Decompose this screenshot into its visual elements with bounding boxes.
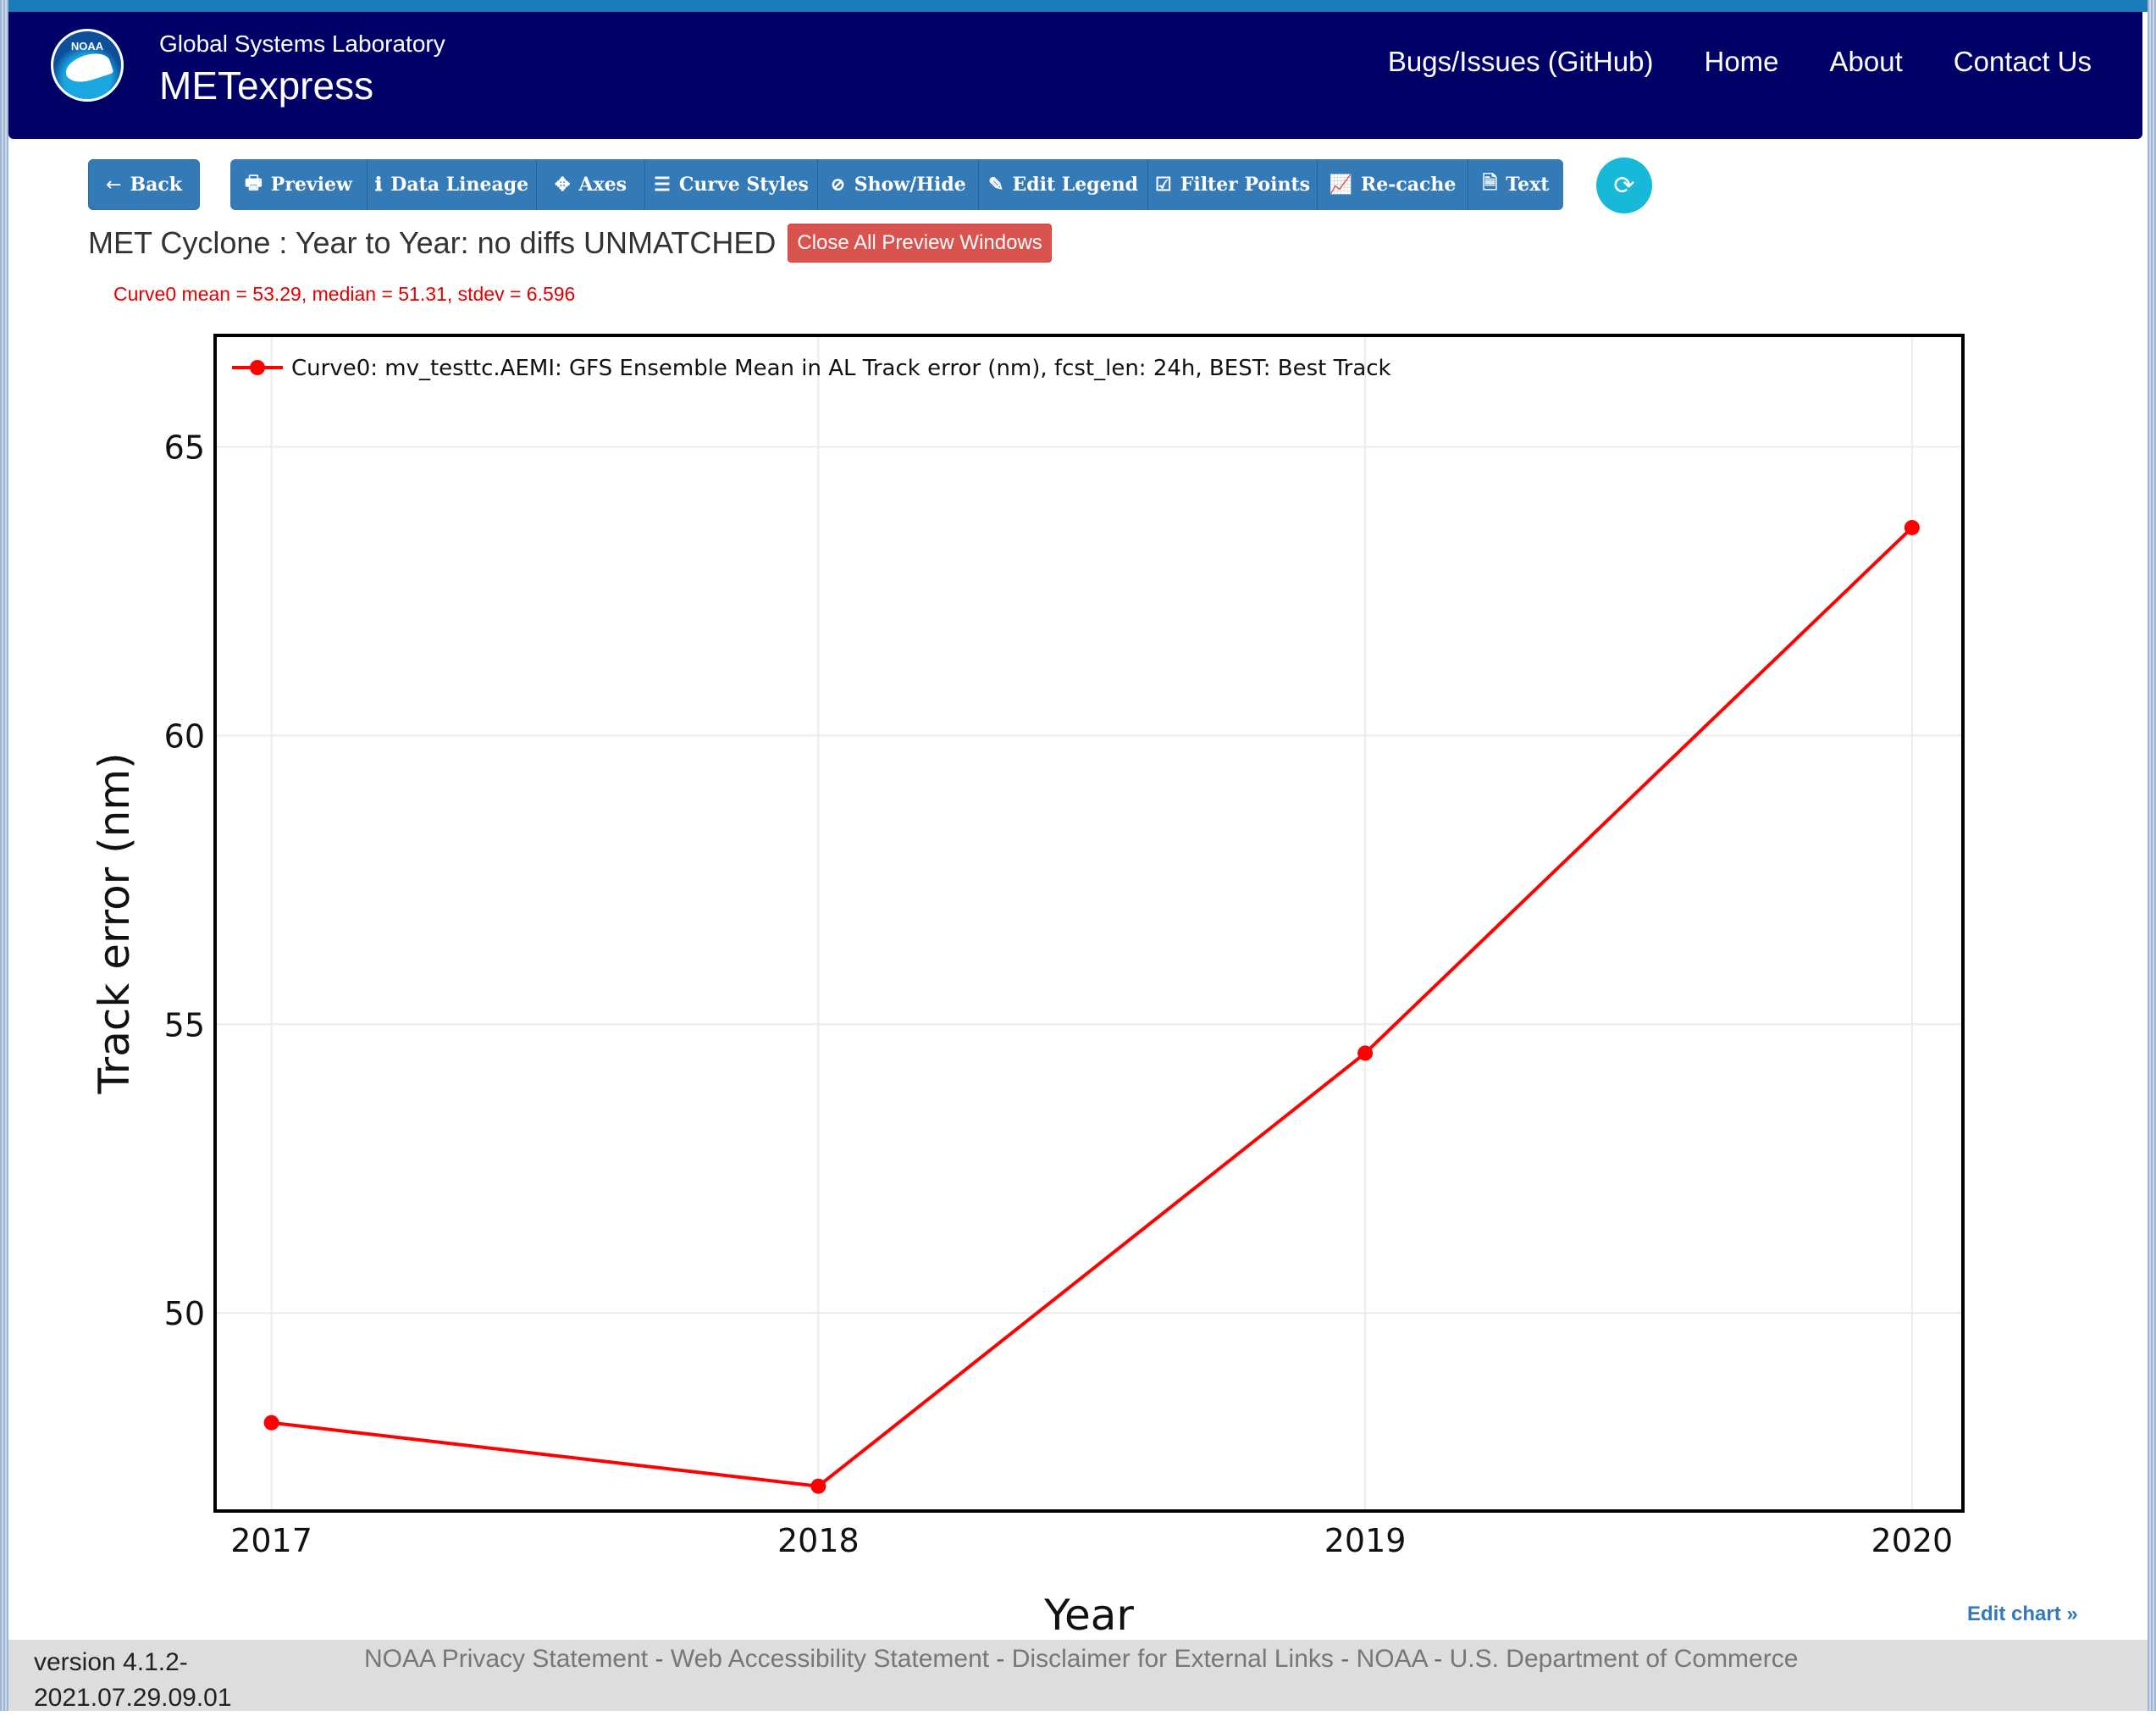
x-axis-label: Year — [1043, 1591, 1134, 1640]
preview-button[interactable]: 🖶 Preview — [230, 159, 368, 210]
axes-button[interactable]: ✥ Axes — [537, 159, 645, 210]
data-point — [1904, 519, 1920, 535]
show-hide-button[interactable]: ⊘ Show/Hide — [818, 159, 979, 210]
line-chart-icon: 📈 — [1329, 174, 1352, 196]
edit-legend-button[interactable]: ✎ Edit Legend — [979, 159, 1148, 210]
refresh-icon: ⟳ — [1613, 171, 1635, 200]
plot-area[interactable] — [213, 334, 1965, 1513]
nav-link-contact[interactable]: Contact Us — [1953, 46, 2092, 77]
nav-links: Bugs/Issues (GitHub) Home About Contact … — [1388, 46, 2092, 78]
edit-chart-link[interactable]: Edit chart » — [1967, 1603, 2078, 1625]
right-border — [2148, 0, 2156, 1711]
data-lineage-button[interactable]: ℹ Data Lineage — [368, 159, 537, 210]
document-icon: 🗎 — [1482, 172, 1498, 194]
y-tick-label: 50 — [164, 1295, 205, 1332]
legend-marker — [250, 360, 265, 375]
org-name: Global Systems Laboratory — [159, 30, 445, 57]
y-tick-label: 60 — [164, 717, 205, 755]
x-tick-label: 2017 — [230, 1522, 312, 1559]
printer-icon: 🖶 — [245, 172, 263, 194]
version-text: version 4.1.2-2021.07.29.09.01 — [34, 1648, 232, 1712]
list-icon: ☰ — [654, 174, 671, 196]
curve-styles-button[interactable]: ☰ Curve Styles — [645, 159, 818, 210]
info-icon: ℹ — [374, 174, 383, 196]
title-row: MET Cyclone : Year to Year: no diffs UNM… — [88, 224, 1052, 263]
left-border — [0, 0, 8, 1711]
filter-points-button[interactable]: ☑ Filter Points — [1148, 159, 1318, 210]
footer-link-privacy[interactable]: NOAA Privacy Statement — [364, 1645, 649, 1673]
y-axis-label: Track error (nm) — [90, 752, 139, 1094]
noaa-logo-icon[interactable]: NOAA — [51, 29, 124, 102]
series-line — [271, 526, 1914, 1488]
eye-slash-icon: ⊘ — [830, 174, 846, 196]
footer: version 4.1.2-2021.07.29.09.01 NOAA Priv… — [8, 1640, 2148, 1712]
y-tick-label: 65 — [164, 429, 205, 467]
arrows-icon: ✥ — [554, 174, 571, 196]
y-tick-label: 55 — [164, 1006, 205, 1043]
curve-stats: Curve0 mean = 53.29, median = 51.31, std… — [113, 283, 576, 305]
close-all-preview-button[interactable]: Close All Preview Windows — [788, 224, 1052, 263]
arrow-left-icon: ← — [106, 174, 122, 196]
nav-link-home[interactable]: Home — [1704, 46, 1779, 77]
re-cache-button[interactable]: 📈 Re-cache — [1318, 159, 1468, 210]
top-accent-bar — [0, 0, 2156, 12]
navbar: NOAA Global Systems Laboratory METexpres… — [8, 12, 2142, 139]
refresh-button[interactable]: ⟳ — [1596, 158, 1652, 213]
toolbar-button-group: 🖶 Preview ℹ Data Lineage ✥ Axes ☰ Curve … — [230, 159, 1563, 210]
checkbox-icon: ☑ — [1154, 174, 1172, 196]
footer-link-commerce[interactable]: U.S. Department of Commerce — [1449, 1645, 1799, 1673]
back-button[interactable]: ← Back — [88, 159, 200, 210]
x-tick-label: 2020 — [1871, 1522, 1954, 1559]
x-tick-label: 2018 — [777, 1522, 860, 1559]
x-tick-label: 2019 — [1324, 1522, 1407, 1559]
data-point — [810, 1478, 826, 1494]
footer-links: NOAA Privacy Statement - Web Accessibili… — [364, 1645, 1799, 1673]
legend-entry: Curve0: mv_testtc.AEMI: GFS Ensemble Mea… — [291, 356, 1391, 381]
footer-link-noaa[interactable]: NOAA — [1356, 1645, 1427, 1673]
data-point — [1357, 1045, 1374, 1061]
data-point — [263, 1414, 279, 1431]
footer-link-accessibility[interactable]: Web Accessibility Statement — [670, 1645, 990, 1673]
page-title: MET Cyclone : Year to Year: no diffs UNM… — [88, 225, 777, 260]
footer-link-disclaimer[interactable]: Disclaimer for External Links — [1011, 1645, 1334, 1673]
line-chart[interactable]: 50 55 60 65 2017 2018 2019 2020 Year Track error … — [0, 0, 2156, 1643]
text-button[interactable]: 🗎 Text — [1468, 159, 1563, 210]
app-name[interactable]: METexpress — [159, 64, 374, 108]
nav-link-about[interactable]: About — [1829, 46, 1903, 77]
nav-link-bugs[interactable]: Bugs/Issues (GitHub) — [1387, 46, 1654, 77]
pencil-icon: ✎ — [988, 174, 1004, 196]
